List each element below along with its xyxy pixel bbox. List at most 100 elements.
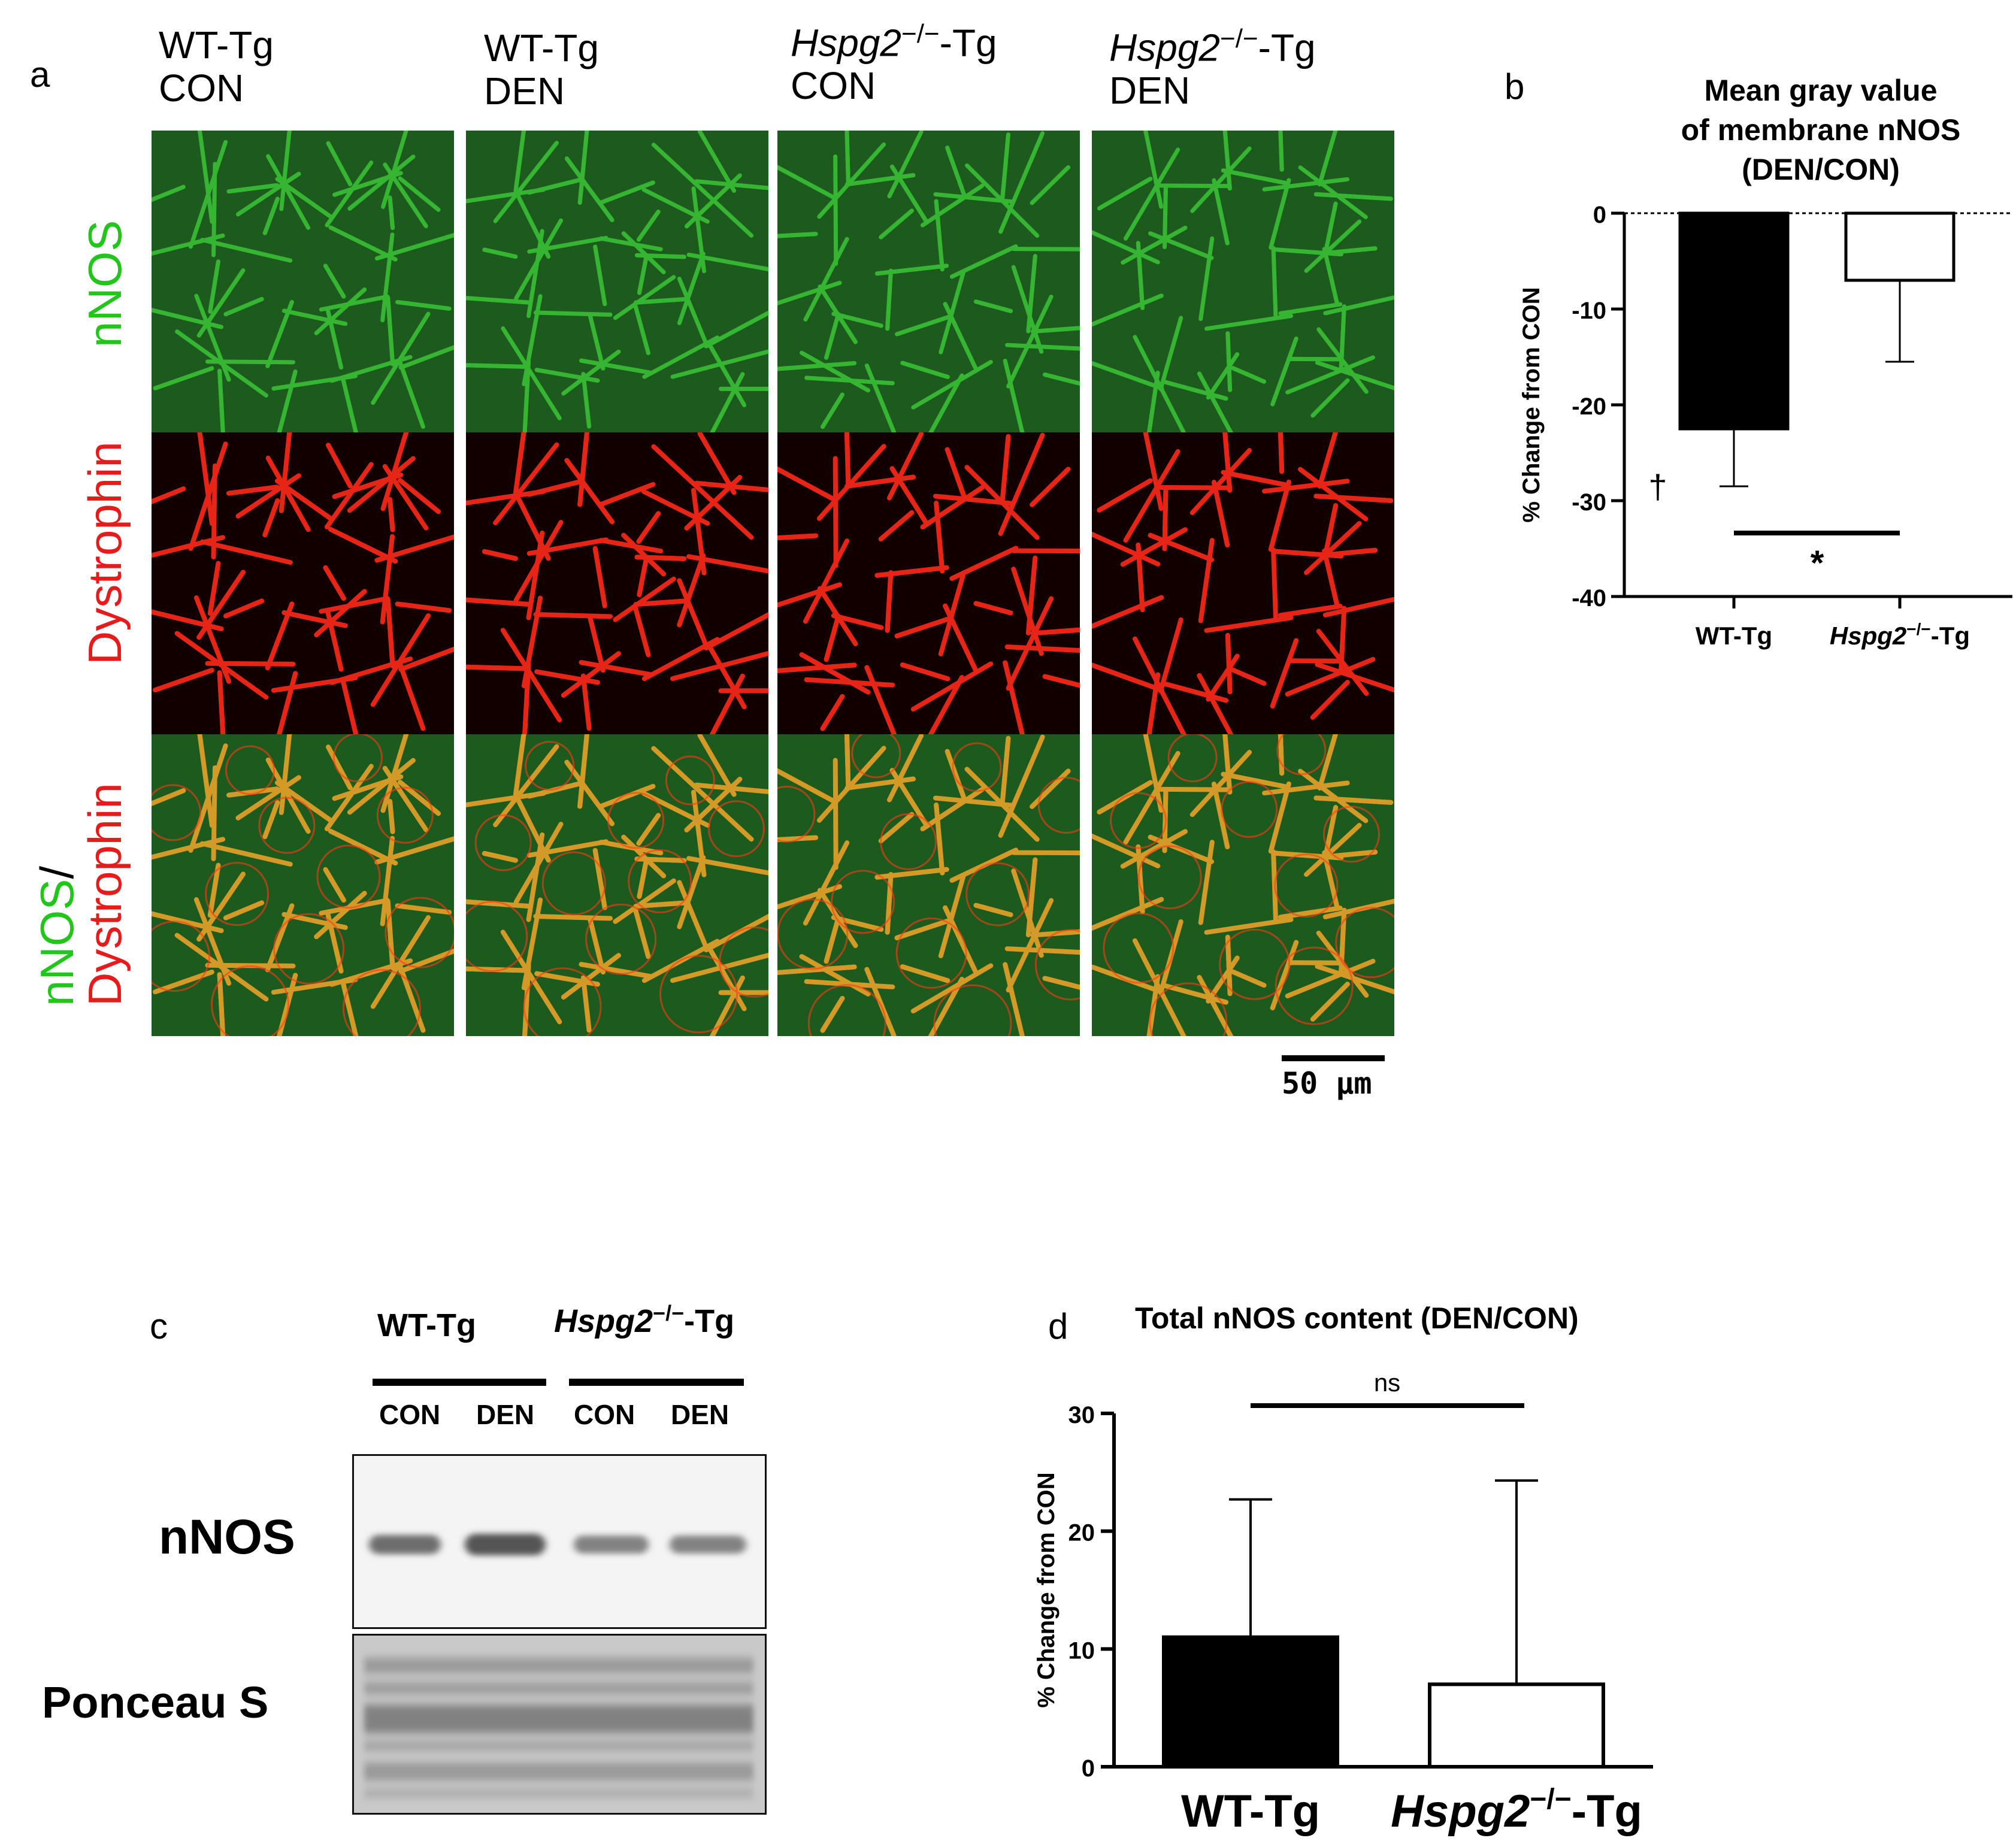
membrane-overlay-ring xyxy=(895,917,967,989)
membrane-overlay-ring xyxy=(1221,780,1278,838)
membrane-segment xyxy=(226,485,280,496)
membrane-segment xyxy=(236,171,301,217)
membrane-segment xyxy=(634,253,686,259)
membrane-segment xyxy=(677,855,706,929)
membrane-segment xyxy=(319,596,391,614)
membrane-overlay-ring xyxy=(273,913,345,985)
membrane-overlay xyxy=(1103,734,1394,1036)
membrane-segment xyxy=(599,236,663,252)
membrane-overlay-ring xyxy=(607,792,665,849)
membrane-segment xyxy=(878,510,915,542)
membrane-segment xyxy=(820,995,845,1033)
membrane-segment xyxy=(885,570,894,633)
membrane-segment xyxy=(380,432,409,511)
membrane-segment xyxy=(265,299,294,368)
membrane-segment xyxy=(1278,302,1343,316)
membrane-segment xyxy=(709,673,745,734)
membrane-overlay-ring xyxy=(659,955,738,1034)
panel-c-group-2-gene: Hspg2 xyxy=(554,1303,653,1339)
d-bar-1 xyxy=(1162,1635,1339,1769)
b-y-tick-label: -20 xyxy=(1572,393,1606,420)
panel-b-title-line1: Mean gray value xyxy=(1704,74,1938,107)
membrane-segment xyxy=(564,156,615,222)
b-y-axis-label: % Change from CON xyxy=(1518,287,1545,522)
membrane-segment xyxy=(844,734,851,788)
membrane-segment xyxy=(1329,849,1378,859)
micrograph-background xyxy=(777,432,1080,734)
panel-a-letter: a xyxy=(30,54,50,95)
membrane-segment xyxy=(1030,467,1071,507)
membrane-segment xyxy=(188,140,228,249)
membrane-segment xyxy=(598,482,656,507)
membrane-segment xyxy=(820,694,845,731)
membrane-segment xyxy=(938,872,967,959)
membrane-segment xyxy=(1146,974,1161,1036)
membrane-segment xyxy=(587,916,606,975)
membrane-segment xyxy=(207,862,221,918)
membrane-segment xyxy=(634,296,689,305)
membrane-segment xyxy=(844,432,851,486)
membrane-segment xyxy=(579,660,652,677)
b-x-label-sup: −/− xyxy=(1906,620,1930,638)
membrane-segment xyxy=(598,783,656,809)
row-label-nnos: nNOS xyxy=(78,220,131,347)
membrane-segment xyxy=(1285,656,1376,697)
membrane-segment xyxy=(380,734,409,813)
panel-c-group-2-line xyxy=(569,1379,744,1386)
membrane-segment xyxy=(581,372,592,429)
membrane-segment xyxy=(1211,782,1230,850)
panel-c-group-2-suffix: -Tg xyxy=(684,1303,735,1339)
membrane-segment xyxy=(1322,247,1339,305)
membrane-segment xyxy=(196,570,246,640)
col-4-sup: −/− xyxy=(1220,24,1258,53)
micrograph-svg xyxy=(777,131,1080,432)
membrane-segment xyxy=(885,268,893,331)
membrane-segment xyxy=(388,799,395,834)
membrane-segment xyxy=(874,264,949,276)
membrane-segment xyxy=(706,643,747,710)
membrane-segment xyxy=(637,856,649,899)
membrane-overlay-ring xyxy=(1137,845,1202,910)
membrane-segment xyxy=(920,787,985,832)
membrane-segment xyxy=(964,767,1040,842)
membrane-segment xyxy=(564,458,615,525)
membrane-segment xyxy=(1198,236,1215,322)
membrane-overlay xyxy=(466,741,768,1036)
membrane-segment xyxy=(265,903,295,973)
membrane-segment xyxy=(1285,355,1375,395)
membrane-segment xyxy=(900,964,951,983)
membrane-segment xyxy=(466,664,531,671)
micrograph-svg xyxy=(466,432,768,734)
membrane-segment xyxy=(197,734,214,828)
membrane-segment xyxy=(777,280,842,305)
micrograph-red-col1 xyxy=(152,432,454,734)
membrane-network xyxy=(152,131,454,432)
membrane-network xyxy=(152,432,454,734)
membrane-segment xyxy=(1313,192,1393,201)
membrane-segment xyxy=(697,734,737,797)
membrane-overlay-ring xyxy=(831,870,895,934)
micrograph-red-col2 xyxy=(466,432,768,734)
micrograph-red-col3 xyxy=(777,432,1080,734)
membrane-segment xyxy=(275,780,333,823)
membrane-segment xyxy=(533,310,613,317)
membrane-segment xyxy=(347,758,416,815)
membrane-segment xyxy=(527,177,584,195)
membrane-segment xyxy=(325,160,374,228)
lane-label-2: DEN xyxy=(476,1399,535,1430)
membrane-segment xyxy=(1315,361,1394,390)
membrane-segment xyxy=(1278,734,1285,776)
membrane-segment xyxy=(637,555,649,597)
membrane-segment xyxy=(633,907,651,959)
membrane-overlay-ring xyxy=(474,814,532,871)
micrograph-merge-col4 xyxy=(1092,734,1394,1036)
membrane-segment xyxy=(577,131,589,205)
membrane-segment xyxy=(279,432,292,513)
membrane-segment xyxy=(1004,946,1080,955)
membrane-segment xyxy=(235,775,301,820)
lane-label-1: CON xyxy=(379,1399,441,1430)
blot-label-ponceau: Ponceau S xyxy=(42,1678,269,1727)
membrane-overlay-ring xyxy=(376,786,434,844)
membrane-segment xyxy=(152,837,226,860)
ponceau-blot xyxy=(352,1634,767,1815)
